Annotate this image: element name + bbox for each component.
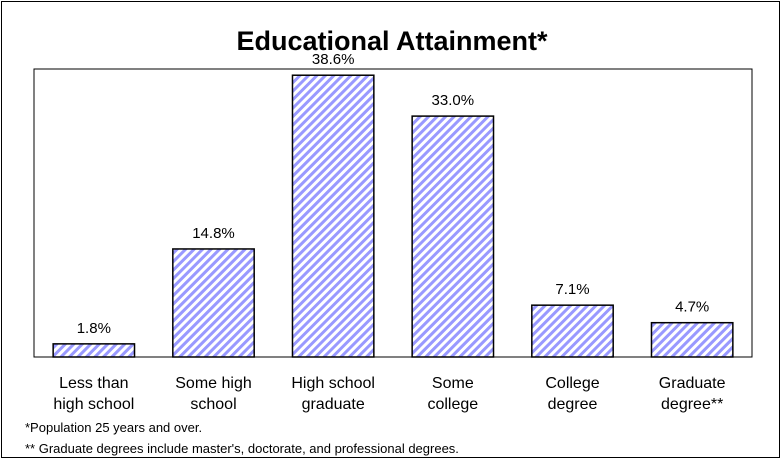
category-label-3-line-0: Some — [432, 375, 474, 392]
bar-2 — [291, 74, 375, 358]
category-label-1-line-1: school — [190, 396, 236, 413]
bar-3 — [411, 115, 495, 358]
chart-title: Educational Attainment* — [236, 26, 548, 56]
value-label-1: 14.8% — [192, 225, 235, 242]
value-label-3: 33.0% — [432, 92, 475, 109]
category-label-1-line-0: Some high — [175, 375, 252, 392]
category-label-4-line-0: College — [545, 375, 599, 392]
bar-0 — [52, 343, 136, 358]
category-label-2-line-0: High school — [291, 375, 375, 392]
category-label-0-line-0: Less than — [59, 375, 128, 392]
category-label-4-line-1: degree — [548, 396, 598, 413]
value-label-4: 7.1% — [555, 281, 589, 298]
value-label-2: 38.6% — [312, 51, 355, 68]
category-label-5-line-0: Graduate — [659, 375, 726, 392]
value-label-0: 1.8% — [77, 320, 111, 337]
plot-area — [33, 68, 753, 358]
bar-1 — [172, 248, 255, 358]
bar-4 — [531, 304, 614, 358]
category-label-2-line-1: graduate — [302, 396, 365, 413]
category-label-3-line-1: college — [427, 396, 478, 413]
category-label-5-line-1: degree** — [661, 396, 723, 413]
category-label-0-line-1: high school — [53, 396, 134, 413]
value-label-5: 4.7% — [675, 299, 709, 316]
footnote-population: *Population 25 years and over. — [25, 420, 202, 435]
footnote-graduate-degrees: ** Graduate degrees include master's, do… — [25, 441, 459, 456]
bar-5 — [650, 321, 734, 358]
